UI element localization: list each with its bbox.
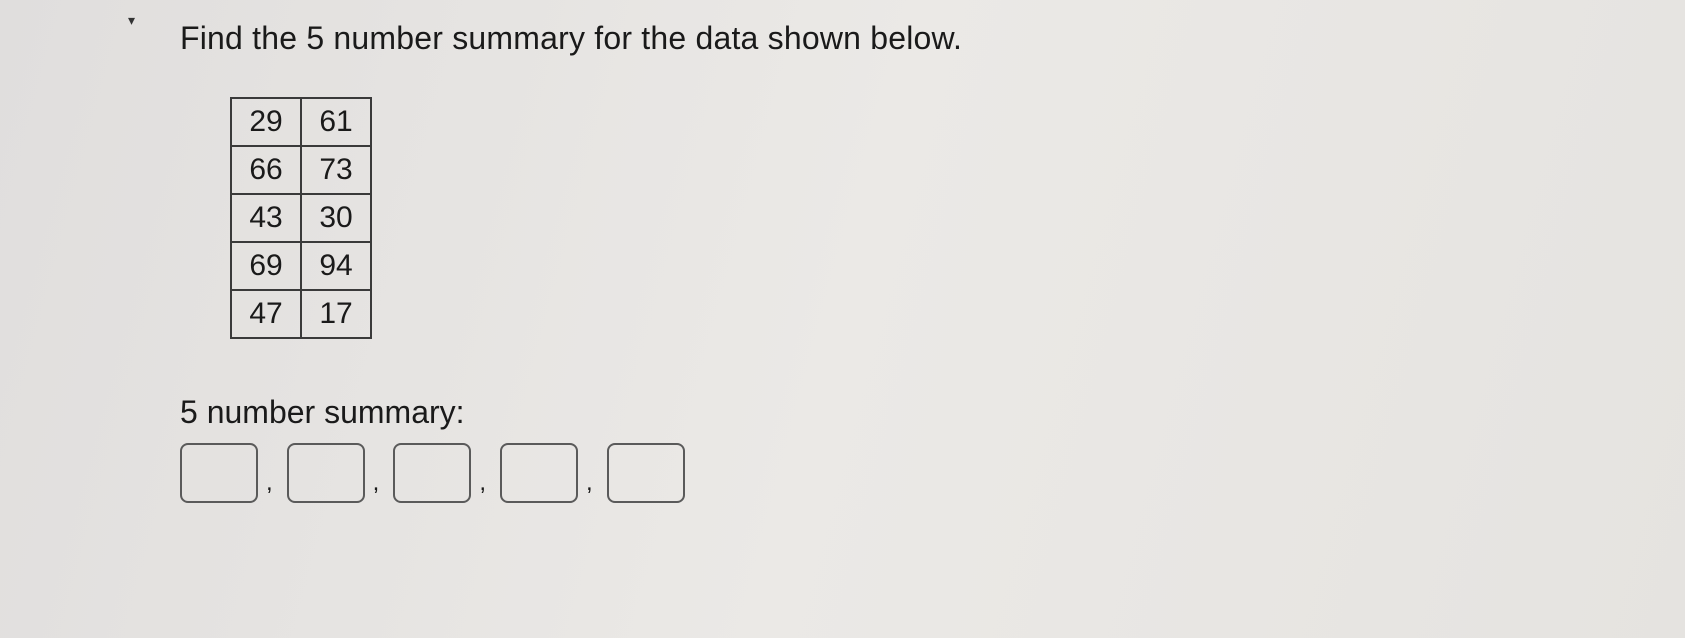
table-cell: 47 <box>231 290 301 338</box>
separator: , <box>373 469 380 497</box>
table-cell: 66 <box>231 146 301 194</box>
table-row: 43 30 <box>231 194 371 242</box>
table-cell: 29 <box>231 98 301 146</box>
data-table: 29 61 66 73 43 30 69 94 47 17 <box>230 97 372 339</box>
table-row: 69 94 <box>231 242 371 290</box>
table-cell: 73 <box>301 146 371 194</box>
separator: , <box>586 469 593 497</box>
summary-input-max[interactable] <box>607 443 685 503</box>
summary-input-q1[interactable] <box>287 443 365 503</box>
table-cell: 69 <box>231 242 301 290</box>
question-prompt: Find the 5 number summary for the data s… <box>180 20 1505 57</box>
separator: , <box>479 469 486 497</box>
separator: , <box>266 469 273 497</box>
table-cell: 61 <box>301 98 371 146</box>
table-cell: 30 <box>301 194 371 242</box>
table-cell: 94 <box>301 242 371 290</box>
table-row: 66 73 <box>231 146 371 194</box>
summary-input-min[interactable] <box>180 443 258 503</box>
table-cell: 17 <box>301 290 371 338</box>
summary-label: 5 number summary: <box>180 394 1505 431</box>
summary-input-q3[interactable] <box>500 443 578 503</box>
dropdown-caret-icon: ▾ <box>128 12 135 29</box>
table-row: 29 61 <box>231 98 371 146</box>
table-cell: 43 <box>231 194 301 242</box>
table-row: 47 17 <box>231 290 371 338</box>
summary-input-median[interactable] <box>393 443 471 503</box>
answer-input-row: , , , , <box>180 443 1505 503</box>
